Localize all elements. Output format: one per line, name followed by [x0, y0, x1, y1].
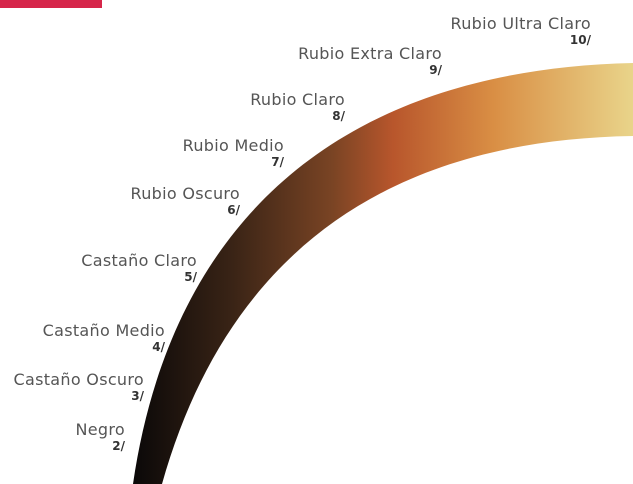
level-name: Rubio Ultra Claro: [450, 14, 591, 33]
level-3: Castaño Oscuro 3/: [14, 370, 145, 403]
level-code: 9/: [429, 63, 442, 77]
level-name: Castaño Medio: [42, 321, 165, 340]
level-7: Rubio Medio 7/: [183, 136, 284, 169]
level-code: 8/: [332, 109, 345, 123]
level-5: Castaño Claro 5/: [81, 251, 197, 284]
level-name: Castaño Claro: [81, 251, 197, 270]
level-name: Negro: [75, 420, 125, 439]
level-2: Negro 2/: [76, 420, 125, 453]
level-8: Rubio Claro 8/: [250, 90, 345, 123]
level-name: Rubio Claro: [250, 90, 345, 109]
brand-accent-bar: [0, 0, 102, 8]
level-6: Rubio Oscuro 6/: [131, 184, 241, 217]
level-code: 5/: [184, 270, 197, 284]
level-name: Rubio Oscuro: [130, 184, 240, 203]
level-code: 2/: [112, 439, 125, 453]
level-name: Rubio Extra Claro: [298, 44, 442, 63]
level-9: Rubio Extra Claro 9/: [298, 44, 442, 77]
level-code: 10/: [569, 33, 591, 47]
level-name: Rubio Medio: [182, 136, 284, 155]
level-code: 6/: [227, 203, 240, 217]
level-10: Rubio Ultra Claro 10/: [451, 14, 591, 47]
level-code: 7/: [271, 155, 284, 169]
level-code: 4/: [152, 340, 165, 354]
level-4: Castaño Medio 4/: [43, 321, 165, 354]
level-code: 3/: [131, 389, 144, 403]
level-name: Castaño Oscuro: [13, 370, 144, 389]
